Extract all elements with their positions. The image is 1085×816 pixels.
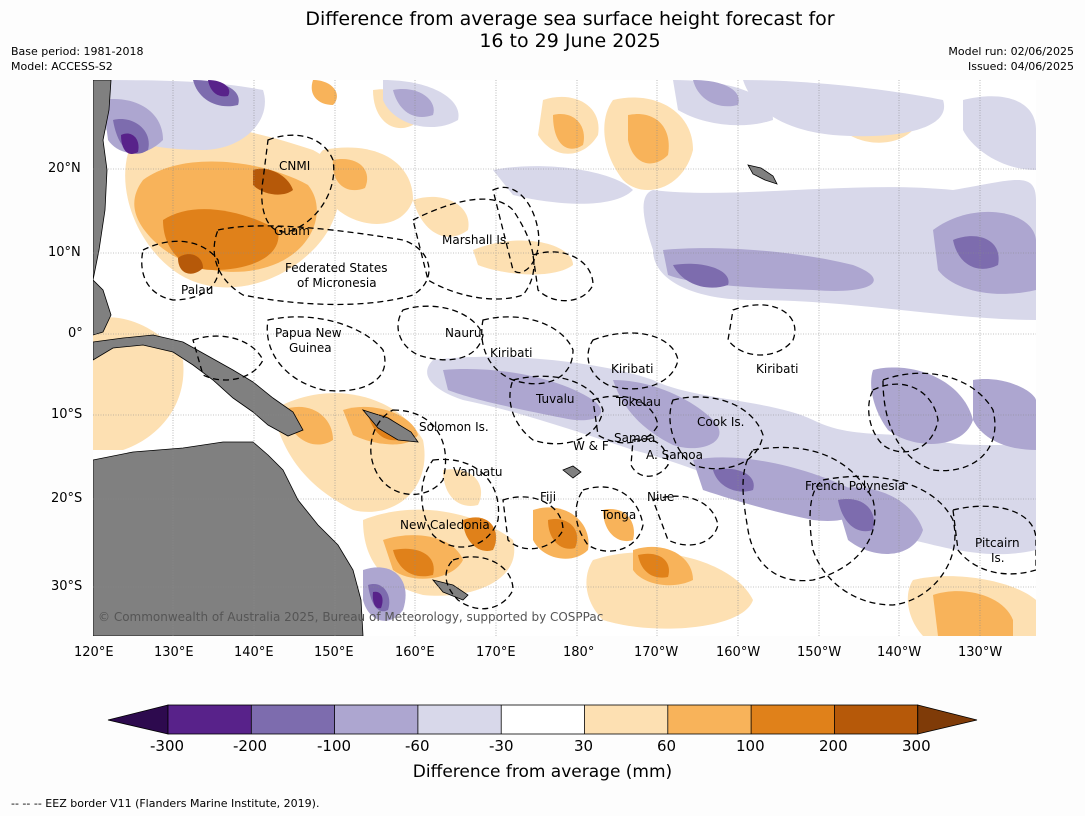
positive-anomaly-fields xyxy=(93,80,1036,636)
colorbar-tick-30: 30 xyxy=(574,737,594,755)
x-tick-150e: 150°E xyxy=(314,645,354,660)
y-tick-20s: 20°S xyxy=(51,491,83,506)
colorbar-tick-200: 200 xyxy=(819,737,848,755)
label-cnmi: CNMI xyxy=(279,159,310,173)
colorbar-bin-8 xyxy=(751,705,835,734)
label-wallis-futuna: W & F xyxy=(573,439,609,453)
label-guam: Guam xyxy=(274,224,310,238)
colorbar-low-extend xyxy=(107,704,169,735)
label-png-line1: Papua New xyxy=(275,326,342,340)
colorbar-bin-9 xyxy=(834,705,918,734)
label-french-polynesia: French Polynesia xyxy=(805,479,905,493)
colorbar-bin-7 xyxy=(667,705,752,734)
colorbar-tick-m30: -30 xyxy=(489,737,514,755)
x-tick-130e: 130°E xyxy=(154,645,194,660)
colorbar-tick-m300: -300 xyxy=(150,737,185,755)
new-guinea-land xyxy=(93,334,304,437)
label-fiji: Fiji xyxy=(540,490,556,504)
colorbar-bin-2 xyxy=(251,705,335,734)
colorbar-dividers xyxy=(250,705,835,734)
label-pitcairn-line2: Is. xyxy=(991,551,1005,565)
x-tick-170e: 170°E xyxy=(476,645,516,660)
label-fsm-line1: Federated States xyxy=(285,261,387,275)
label-kiribati-east: Kiribati xyxy=(756,362,798,376)
colorbar-tick-300: 300 xyxy=(902,737,931,755)
colorbar-label: Difference from average (mm) xyxy=(412,762,673,782)
label-niue: Niue xyxy=(647,490,674,504)
x-tick-120e: 120°E xyxy=(74,645,114,660)
eez-borders xyxy=(141,134,1036,610)
y-tick-0: 0° xyxy=(68,326,83,341)
colorbar-bin-3 xyxy=(334,705,418,734)
map-title: Difference from average sea surface heig… xyxy=(0,8,1085,52)
label-tokelau: Tokelau xyxy=(615,395,661,409)
x-tick-160w: 160°W xyxy=(716,645,761,660)
colorbar-tick-m100: -100 xyxy=(317,737,352,755)
label-new-caledonia: New Caledonia xyxy=(400,518,490,532)
copyright-notice: © Commonwealth of Australia 2025, Bureau… xyxy=(98,610,603,624)
colorbar-bin-4 xyxy=(417,705,502,734)
label-vanuatu: Vanuatu xyxy=(453,465,503,479)
label-american-samoa: A. Samoa xyxy=(646,448,703,462)
label-palau: Palau xyxy=(181,283,213,297)
colorbar-bin-5 xyxy=(501,705,585,734)
label-marshall-is: Marshall Is. xyxy=(442,233,510,247)
colorbar-tick-100: 100 xyxy=(736,737,765,755)
label-pitcairn-line1: Pitcairn xyxy=(975,536,1020,550)
philippines-land xyxy=(93,80,112,281)
colorbar-tick-m200: -200 xyxy=(233,737,268,755)
issued-date: Issued: 04/06/2025 xyxy=(967,60,1074,73)
colorbar-bin-6 xyxy=(584,705,668,734)
label-cook-is: Cook Is. xyxy=(697,415,744,429)
title-line-1: Difference from average sea surface heig… xyxy=(305,8,835,30)
solomon-islands-land xyxy=(361,409,419,443)
indonesia-land xyxy=(93,279,112,336)
map-canvas: CNMI Guam Marshall Is. Federated States … xyxy=(93,80,1036,636)
colorbar-tick-60: 60 xyxy=(657,737,677,755)
x-tick-170w: 170°W xyxy=(634,645,679,660)
hawaii-land xyxy=(747,164,778,185)
colorbar xyxy=(107,704,978,735)
eez-footnote: -- -- -- EEZ border V11 (Flanders Marine… xyxy=(11,797,320,810)
fiji-land xyxy=(562,465,582,479)
place-labels: CNMI Guam Marshall Is. Federated States … xyxy=(98,159,1020,624)
y-tick-20n: 20°N xyxy=(48,161,81,176)
model-name: Model: ACCESS-S2 xyxy=(11,60,113,73)
title-line-2: 16 to 29 June 2025 xyxy=(479,30,661,52)
land-masses xyxy=(93,80,778,636)
meta-right: Model run: 02/06/2025 Issued: 04/06/2025 xyxy=(948,44,1074,74)
colorbar-high-extend xyxy=(917,704,978,735)
colorbar-tick-m60: -60 xyxy=(405,737,430,755)
x-tick-180: 180° xyxy=(563,645,595,660)
label-tuvalu: Tuvalu xyxy=(535,392,575,406)
label-tonga: Tonga xyxy=(600,508,636,522)
label-kiribati-west: Kiribati xyxy=(490,346,532,360)
x-tick-150w: 150°W xyxy=(797,645,842,660)
base-period: Base period: 1981-2018 xyxy=(11,45,144,58)
negative-anomaly-fields xyxy=(93,80,1036,621)
label-solomon-is: Solomon Is. xyxy=(419,420,489,434)
label-png-line2: Guinea xyxy=(289,341,332,355)
coordinate-grid xyxy=(93,80,1036,636)
x-tick-130w: 130°W xyxy=(958,645,1003,660)
x-tick-140e: 140°E xyxy=(234,645,274,660)
x-tick-160e: 160°E xyxy=(395,645,435,660)
label-nauru: Nauru xyxy=(445,326,481,340)
y-tick-10s: 10°S xyxy=(51,407,83,422)
colorbar-bin-1 xyxy=(168,705,252,734)
y-tick-10n: 10°N xyxy=(48,245,81,260)
x-tick-140w: 140°W xyxy=(877,645,922,660)
australia-land xyxy=(93,441,364,636)
y-tick-30s: 30°S xyxy=(51,579,83,594)
label-samoa: Samoa xyxy=(614,431,655,445)
label-kiribati-central: Kiribati xyxy=(611,362,653,376)
meta-left: Base period: 1981-2018 Model: ACCESS-S2 xyxy=(11,44,143,74)
model-run: Model run: 02/06/2025 xyxy=(948,45,1074,58)
label-fsm-line2: of Micronesia xyxy=(297,276,377,290)
sea-level-map: CNMI Guam Marshall Is. Federated States … xyxy=(93,80,1036,636)
